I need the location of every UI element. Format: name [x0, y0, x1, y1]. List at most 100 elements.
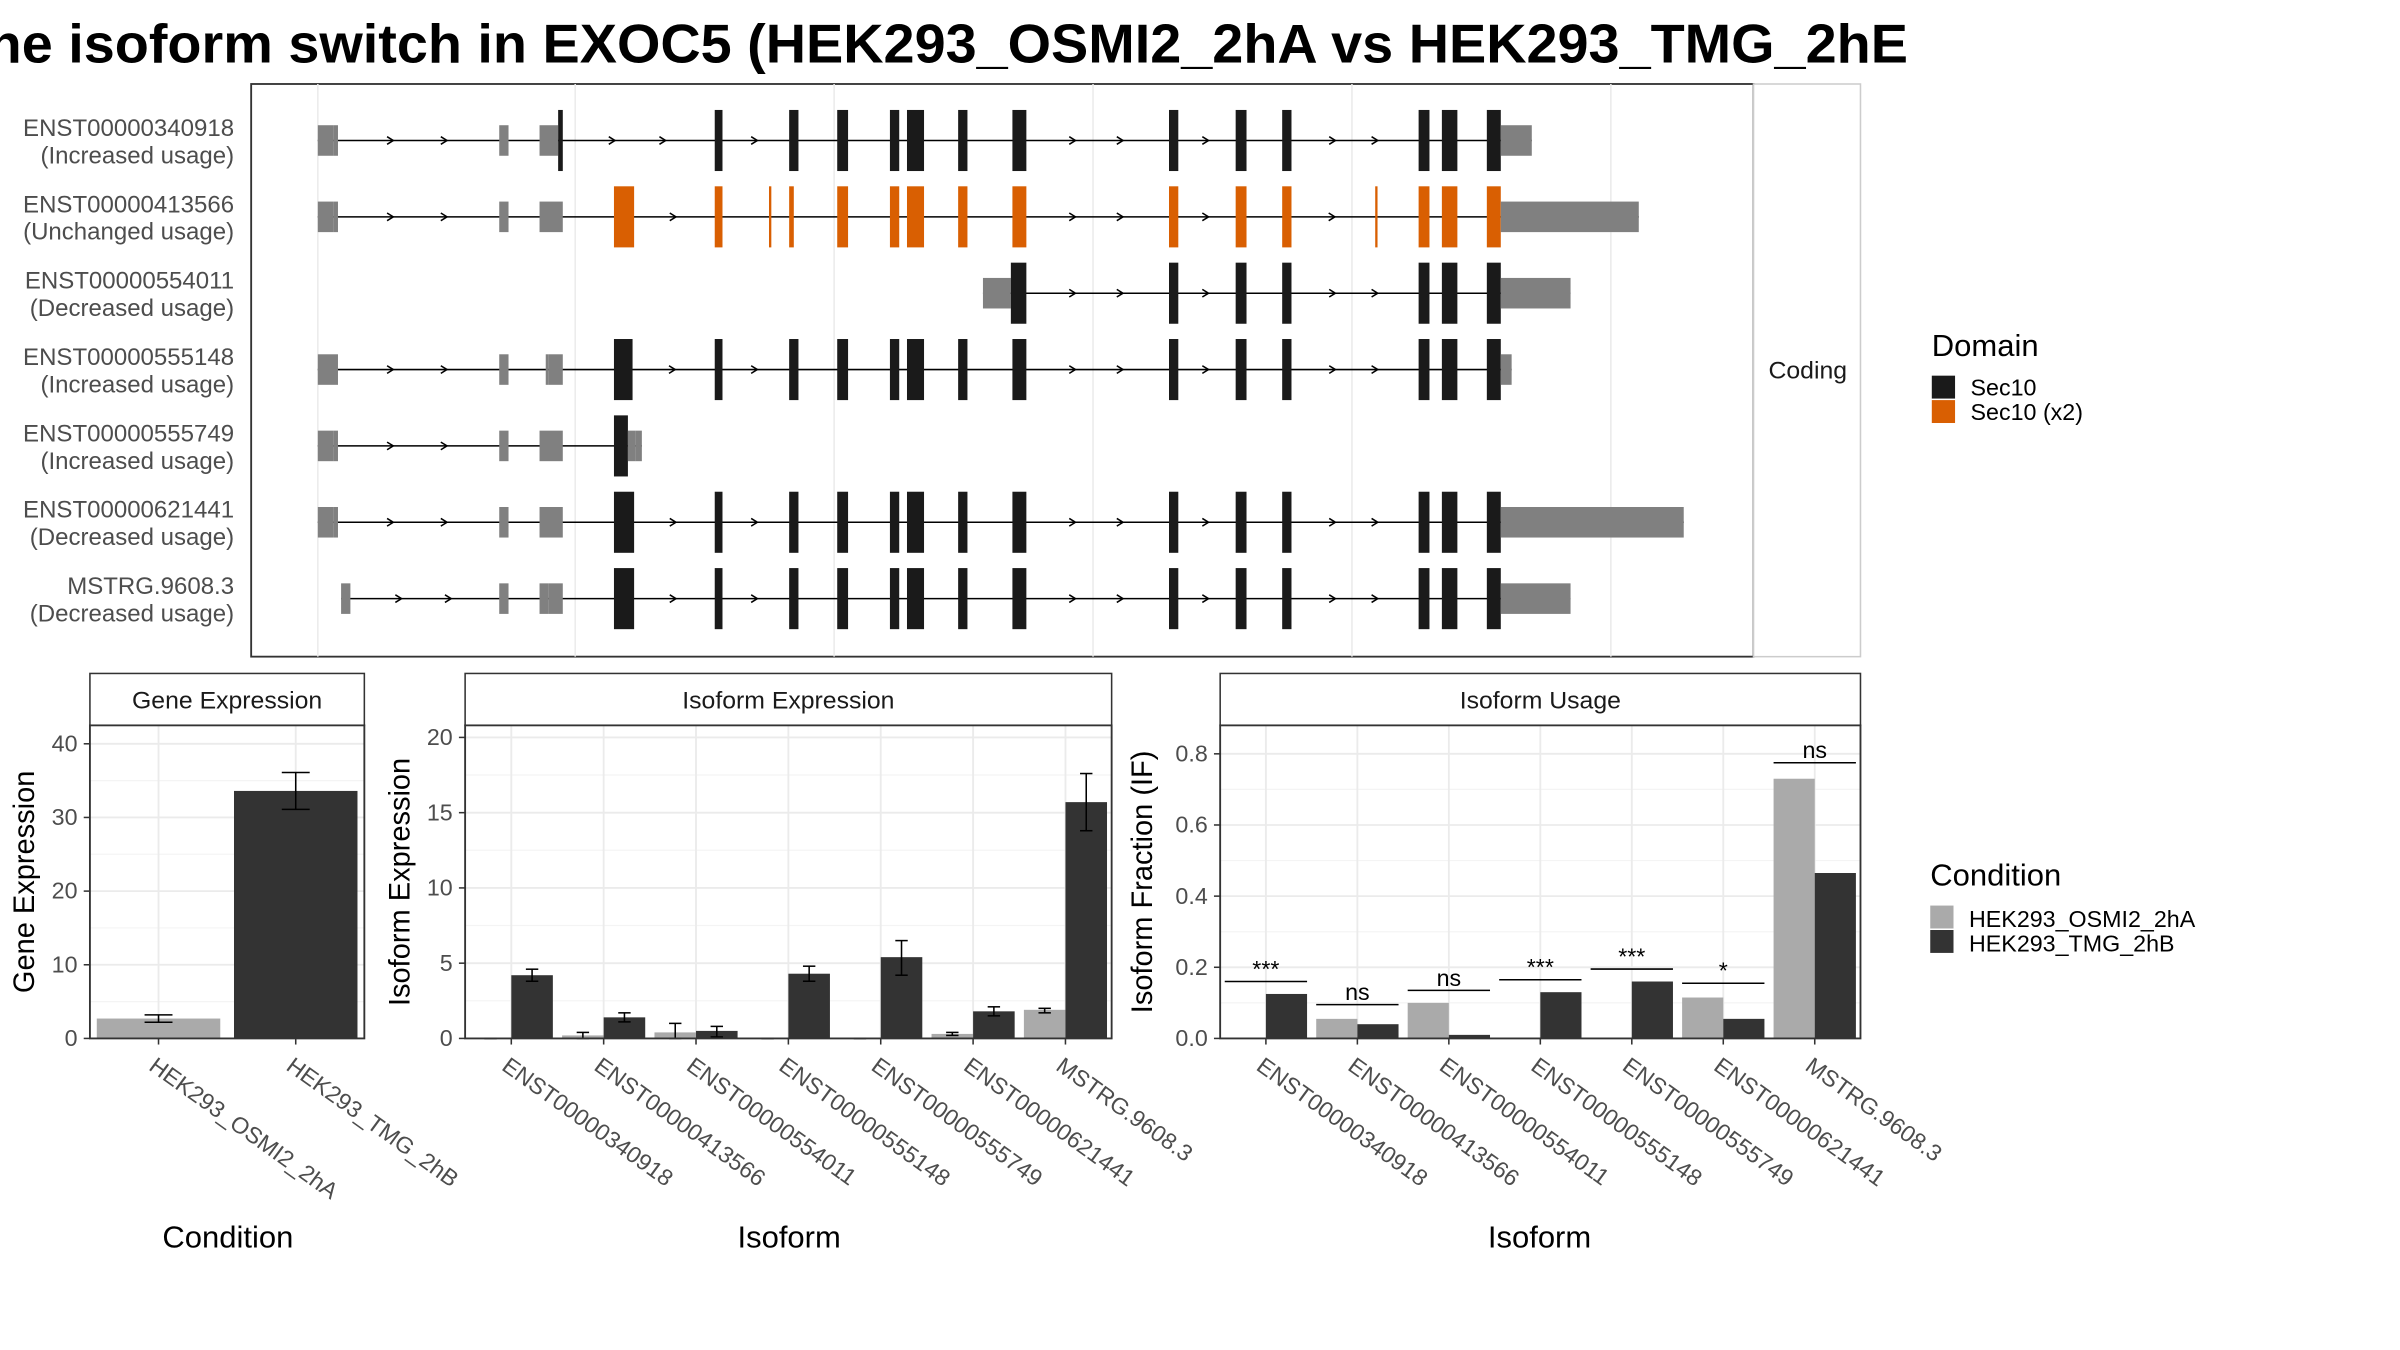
sec10-exon [1282, 109, 1292, 172]
sec10-x2-exon [889, 186, 900, 248]
condition-legend: Condition HEK293_OSMI2_2hA HEK293_TMG_2h… [1930, 858, 2196, 956]
y-tick-label: 0.2 [1175, 954, 1207, 980]
transcript-row [317, 339, 1512, 401]
intron-arrow [1201, 594, 1210, 604]
legend-key-sec10 [1931, 375, 1956, 399]
utr-exon [499, 430, 509, 462]
transcript-row [317, 491, 1684, 553]
sec10-x2-exon [613, 186, 635, 248]
utr-exon [627, 430, 636, 462]
x-axis-title: Isoform [1488, 1220, 1591, 1255]
y-tick-label: 0 [65, 1025, 78, 1051]
sec10-exon [558, 109, 563, 172]
utr-exon [1500, 125, 1532, 156]
intron-arrow [440, 517, 449, 527]
error-bar [987, 1006, 1001, 1017]
x-axis-title: Isoform [737, 1220, 840, 1255]
bar [1814, 873, 1856, 1039]
sec10-exon [613, 415, 628, 477]
x-tick-label: ENST00000554011 [682, 1052, 861, 1190]
utr-exon [317, 430, 334, 462]
bar [1265, 993, 1308, 1039]
utr-exon [317, 125, 334, 156]
sec10-exon [906, 568, 925, 630]
expression-panels: Gene Expression010203040HEK293_OSMI2_2hA… [9, 672, 1947, 1255]
transcript-row [317, 415, 642, 477]
x-tick-label: ENST00000621441 [959, 1052, 1140, 1191]
sec10-exon [1235, 109, 1247, 172]
error-bar [895, 939, 908, 976]
transcript-id-label: ENST00000555148 [23, 344, 234, 371]
sec10-exon [1486, 109, 1501, 172]
intron-arrow [669, 594, 678, 604]
sec10-exon [1012, 568, 1027, 630]
intron-arrow [668, 365, 677, 375]
sec10-exon [1235, 262, 1247, 324]
significance-label: * [1719, 958, 1728, 984]
utr-exon [548, 583, 563, 614]
intron-arrow [386, 365, 395, 375]
x-tick-label: ENST00000555148 [1527, 1052, 1708, 1191]
intron-arrow [1116, 136, 1125, 145]
transcript-usage-label: (Decreased usage) [30, 295, 234, 322]
panel-strip [1219, 672, 1862, 727]
utr-exon [499, 583, 509, 614]
sec10-exon [1441, 491, 1458, 553]
error-bar [144, 1014, 173, 1023]
transcript-id-label: ENST00000555749 [23, 420, 234, 447]
condition-legend-title: Condition [1930, 858, 2061, 893]
intron-arrow [394, 594, 404, 604]
utr-exon [545, 354, 549, 385]
intron-arrow [1201, 212, 1210, 222]
transcript-id-label: ENST00000621441 [23, 497, 234, 524]
x-tick-label: ENST00000413566 [1344, 1052, 1525, 1191]
sec10-exon [1169, 109, 1179, 172]
sec10-exon [1486, 262, 1501, 324]
sec10-x2-exon [1282, 186, 1292, 248]
sec10-exon [1441, 262, 1458, 324]
sec10-exon [1235, 339, 1247, 401]
sec10-exon [1418, 109, 1430, 172]
sec10-x2-exon [714, 186, 723, 248]
transcript-usage-label: (Decreased usage) [30, 524, 234, 551]
y-axis-title: Gene Expression [9, 771, 41, 993]
utr-exon [1500, 201, 1639, 233]
bar [1023, 1009, 1066, 1039]
x-tick-label: ENST00000621441 [1709, 1052, 1890, 1191]
intron-arrow [669, 212, 678, 222]
figure-title: he isoform switch in EXOC5 (HEK293_OSMI2… [0, 13, 1908, 75]
sec10-exon [1235, 491, 1247, 553]
intron-arrow [750, 136, 759, 145]
structure-panel-background [250, 83, 1755, 658]
intron-arrow [1116, 594, 1125, 604]
y-tick-label: 10 [427, 875, 453, 901]
utr-exon [333, 201, 338, 233]
intron-arrow [386, 441, 395, 451]
legend-label-osmi2: HEK293_OSMI2_2hA [1969, 906, 2196, 932]
error-bar [525, 968, 539, 982]
utr-exon [539, 430, 563, 462]
sec10-exon [958, 339, 968, 401]
y-axis-title: Isoform Fraction (IF) [1127, 751, 1159, 1014]
sec10-x2-exon [906, 186, 925, 248]
panel-strip [89, 672, 366, 727]
x-tick-label: ENST00000340918 [497, 1052, 678, 1191]
strip-box [1752, 83, 1862, 658]
utr-exon [333, 125, 338, 156]
transcript-structure-panel: ENST00000340918(Increased usage)ENST0000… [23, 83, 1862, 658]
intron-arrow [608, 136, 617, 145]
utr-exon [539, 583, 549, 614]
sec10-exon [1169, 491, 1179, 553]
intron-arrow [750, 365, 759, 375]
bar [1723, 1018, 1765, 1039]
utr-exon [1500, 277, 1571, 309]
intron-arrow [1328, 212, 1337, 222]
bar [1773, 778, 1815, 1039]
sec10-exon [906, 491, 925, 553]
sec10-exon [1169, 568, 1179, 630]
sec10-exon [906, 109, 925, 172]
intron-arrow [1116, 365, 1125, 375]
bar [233, 790, 358, 1039]
significance-label: *** [1618, 944, 1645, 970]
